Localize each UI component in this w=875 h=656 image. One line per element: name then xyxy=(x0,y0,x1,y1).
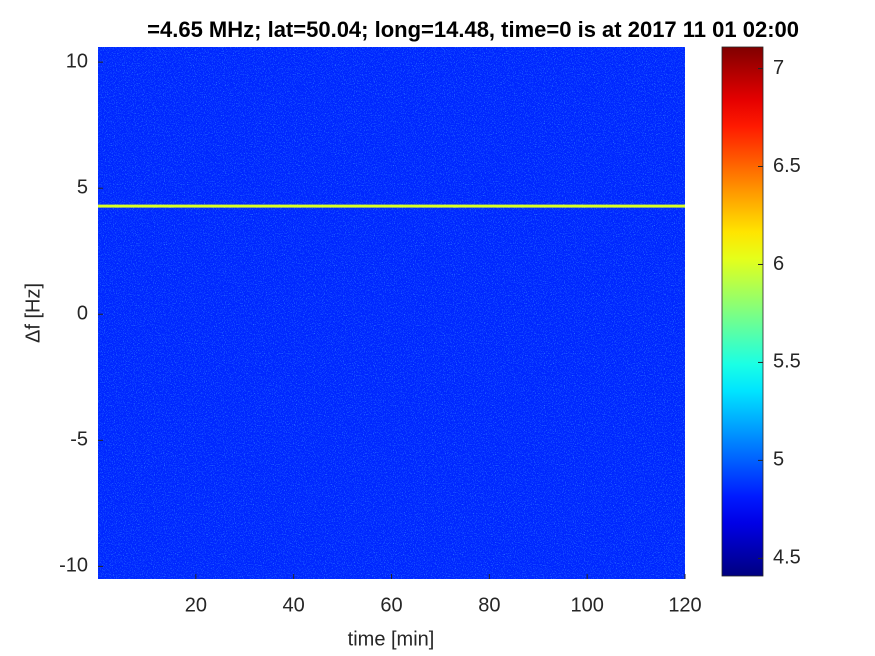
noise-texture xyxy=(98,47,685,579)
x-tick-label: 80 xyxy=(478,594,500,616)
y-tick-label: -10 xyxy=(59,555,88,577)
x-tick-label: 100 xyxy=(570,594,603,616)
x-tick-label: 120 xyxy=(668,594,701,616)
plot-area xyxy=(98,47,685,579)
colorbar-tick-label: 5.5 xyxy=(773,351,801,373)
y-tick-label: 10 xyxy=(66,50,88,72)
signal-line xyxy=(98,204,685,208)
y-tick-label: 0 xyxy=(77,303,88,325)
y-tick-label: 5 xyxy=(77,176,88,198)
x-axis-label: time [min] xyxy=(348,628,435,650)
chart-title: =4.65 MHz; lat=50.04; long=14.48, time=0… xyxy=(147,17,799,42)
y-tick-label: -5 xyxy=(70,429,88,451)
colorbar-tick-label: 5 xyxy=(773,449,784,471)
x-tick-label: 40 xyxy=(283,594,305,616)
y-axis-label: Δf [Hz] xyxy=(22,283,44,343)
colorbar-tick-label: 7 xyxy=(773,57,784,79)
x-tick-label: 20 xyxy=(185,594,207,616)
x-tick-label: 60 xyxy=(380,594,402,616)
colorbar-tick-label: 6 xyxy=(773,253,784,275)
colorbar-tick-label: 4.5 xyxy=(773,547,801,569)
colorbar-tick-label: 6.5 xyxy=(773,155,801,177)
colorbar xyxy=(721,46,764,577)
